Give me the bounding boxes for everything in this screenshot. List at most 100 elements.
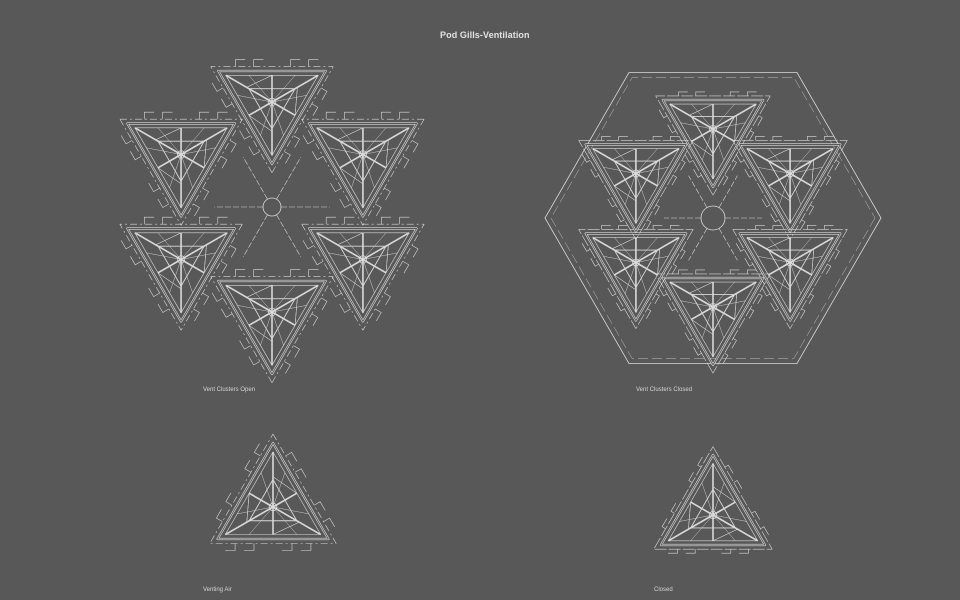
vent-fin	[616, 302, 625, 312]
vent-frame-plate	[301, 118, 425, 226]
vent-fin	[202, 292, 210, 306]
vent-fan-line	[712, 486, 736, 503]
vent-rib	[635, 147, 680, 175]
vent-fin	[770, 302, 779, 312]
vent-brace	[691, 116, 714, 155]
vent-fin	[302, 135, 315, 145]
vent-fin	[225, 492, 233, 506]
vent-unit	[210, 269, 334, 384]
cluster-spoke	[276, 156, 302, 200]
vent-fin	[344, 216, 355, 225]
vent-fin	[325, 111, 336, 120]
vent-fin	[411, 140, 419, 153]
vent-fin	[308, 59, 319, 67]
vent-fin	[729, 269, 740, 274]
vent-fin	[824, 136, 834, 141]
vent-fin	[229, 140, 237, 153]
vent-unit	[119, 216, 243, 331]
vent-fin	[162, 216, 173, 225]
vent-fan-line	[248, 115, 273, 132]
vent-fin	[661, 518, 668, 529]
vent-fin	[757, 115, 763, 126]
caption-closed: Closed	[654, 587, 673, 593]
vent-fan-line	[691, 319, 714, 335]
vent-fin	[678, 91, 688, 96]
vent-fin	[202, 187, 210, 201]
vent-hub	[176, 150, 186, 159]
vent-fin	[654, 204, 660, 215]
vent-fan-line	[766, 237, 791, 250]
vent-brace	[272, 479, 298, 521]
vent-brace	[712, 116, 735, 155]
cluster-hex-frame	[544, 72, 882, 364]
vent-fin	[157, 303, 169, 313]
vent-brace	[635, 160, 658, 199]
vent-fan-line	[768, 185, 791, 202]
vent-fin	[581, 243, 591, 252]
vent-fin	[751, 510, 760, 520]
vent-fan-line	[272, 521, 300, 535]
vent-fan-line	[203, 139, 207, 168]
vent-fin	[755, 225, 765, 230]
vent-fin	[248, 356, 260, 366]
vent-fin	[748, 130, 755, 141]
vent-fin	[323, 517, 335, 527]
vent-fin	[808, 293, 815, 304]
vent-fan-line	[712, 528, 738, 542]
vent-fin	[735, 243, 745, 252]
vent-outline-gap	[660, 454, 766, 546]
vent-fan-line	[246, 285, 273, 298]
vent-fin	[618, 136, 628, 141]
vent-fin	[229, 245, 237, 258]
vent-fin	[678, 269, 688, 274]
vent-fan-line	[246, 493, 250, 523]
vent-fin	[375, 308, 382, 322]
vent-fin	[220, 261, 228, 274]
vent-fin	[244, 459, 252, 473]
vent-brace	[768, 249, 791, 288]
vent-fin	[747, 91, 757, 96]
vent-fan-line	[811, 159, 815, 186]
vent-hub	[709, 303, 717, 311]
vent-brace	[789, 249, 813, 288]
vent-fin	[806, 225, 817, 230]
vent-fan-line	[337, 127, 364, 141]
vent-outline-gap	[308, 123, 418, 217]
vent-fan-line	[272, 476, 297, 494]
cluster-spoke	[718, 175, 738, 208]
vent-fin	[607, 287, 617, 297]
vent-fin	[616, 213, 625, 223]
vent-fin	[330, 182, 342, 193]
vent-fan-line	[294, 87, 298, 116]
vent-fin	[120, 135, 133, 145]
vent-fin	[669, 136, 680, 141]
vent-fin	[384, 187, 391, 201]
vent-hub	[632, 169, 640, 178]
vent-frame-plate	[578, 140, 694, 240]
vent-fin	[221, 98, 233, 108]
vent-fin	[806, 136, 817, 141]
vent-fin	[688, 472, 694, 483]
vent-fin	[411, 245, 419, 258]
vent-fin	[402, 156, 410, 169]
cluster-spoke	[242, 156, 268, 200]
vent-fin	[193, 308, 200, 322]
vent-brace	[691, 294, 714, 333]
vent-fin	[825, 263, 832, 275]
cluster-center-hub	[262, 197, 282, 217]
vent-fin	[824, 225, 834, 230]
vent-fin	[235, 269, 246, 277]
vent-fin	[772, 225, 783, 230]
vent-fan-line	[614, 185, 637, 202]
vent-fin	[723, 175, 729, 186]
vent-frame-plate	[209, 433, 337, 544]
vent-fin	[825, 174, 832, 186]
vent-outline-gap	[585, 144, 687, 232]
vent-frame-plate	[653, 446, 773, 550]
vent-fin	[668, 549, 678, 554]
figure-vent-clusters-open	[119, 59, 425, 384]
cluster-spoke	[688, 175, 708, 208]
figure-vent-clusters-closed	[544, 72, 882, 374]
vent-fin	[148, 182, 160, 193]
